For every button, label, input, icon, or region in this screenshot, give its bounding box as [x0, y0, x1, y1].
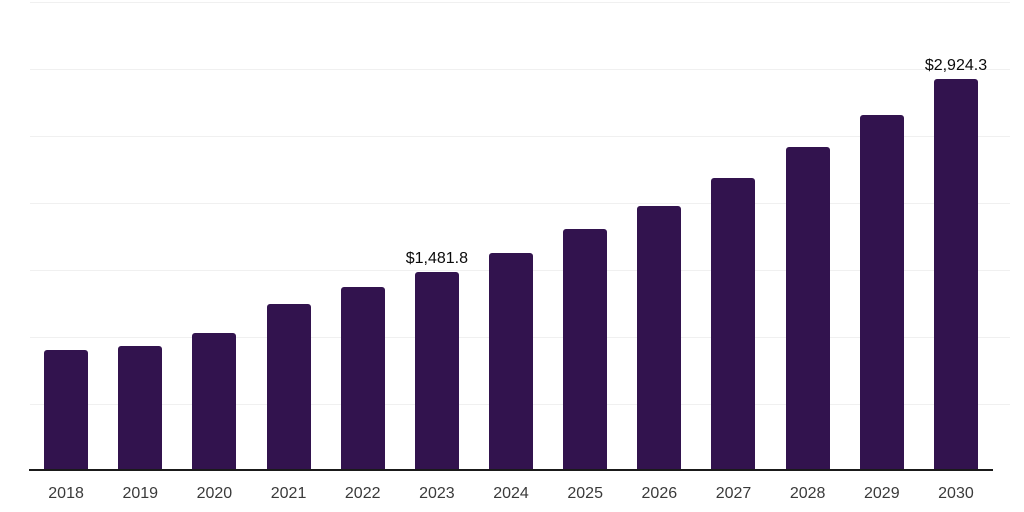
bar-2030	[933, 79, 978, 471]
x-tick-label-2026: 2026	[641, 485, 678, 502]
bar-2019	[118, 346, 163, 471]
bar-2022	[340, 287, 385, 471]
x-tick-label-2022: 2022	[344, 485, 381, 502]
bar-2025	[563, 229, 608, 471]
x-tick-label-2029: 2029	[864, 485, 900, 502]
bar-slot-2022	[326, 2, 400, 471]
bar-slot-2028	[771, 2, 845, 471]
x-tick-label-2019: 2019	[122, 485, 159, 502]
bar-slot-2021	[251, 2, 325, 471]
x-tick-label-2020: 2020	[196, 485, 233, 502]
x-tick-label-2018: 2018	[48, 485, 84, 502]
bar-2028	[785, 147, 830, 471]
bar-value-label-2030: $2,924.3	[924, 57, 988, 75]
x-tick-label-2027: 2027	[715, 485, 752, 502]
x-tick-label-2024: 2024	[493, 485, 529, 502]
bar-slot-2029	[845, 2, 919, 471]
bar-slot-2023: $1,481.8	[400, 2, 474, 471]
bar-2029	[859, 115, 904, 471]
x-tick-label-2030: 2030	[938, 485, 974, 502]
bar-slot-2020	[177, 2, 251, 471]
bar-slot-2019	[103, 2, 177, 471]
gridline-2000	[30, 203, 1010, 204]
bar-2027	[711, 177, 756, 471]
x-axis-line	[29, 469, 993, 471]
bar-2020	[192, 333, 237, 471]
x-tick-label-2023: 2023	[419, 485, 455, 502]
bars-row: $1,481.8 $2,924.3	[29, 2, 993, 471]
bar-slot-2026	[622, 2, 696, 471]
bar-2026	[637, 205, 682, 471]
x-tick-label-2025: 2025	[567, 485, 603, 502]
x-tick-label-2028: 2028	[789, 485, 826, 502]
bar-value-label-2023: $1,481.8	[405, 250, 468, 268]
gridline-2500	[30, 136, 1010, 137]
bar-slot-2030: $2,924.3	[919, 2, 993, 471]
bar-2018	[44, 350, 89, 471]
bar-slot-2025	[548, 2, 622, 471]
bar-slot-2024	[474, 2, 548, 471]
gridline-3000	[30, 69, 1010, 70]
bar-2023	[414, 272, 459, 471]
x-tick-label-2021: 2021	[270, 485, 307, 502]
x-axis-labels: 2018 2019 2020 2021 2022 2023 2024 2025 2026 2027…	[29, 485, 993, 503]
bar-slot-2027	[696, 2, 770, 471]
bar-2024	[489, 252, 534, 471]
gridline-3500	[30, 2, 1010, 3]
bar-2021	[266, 304, 311, 471]
bar-slot-2018	[29, 2, 103, 471]
